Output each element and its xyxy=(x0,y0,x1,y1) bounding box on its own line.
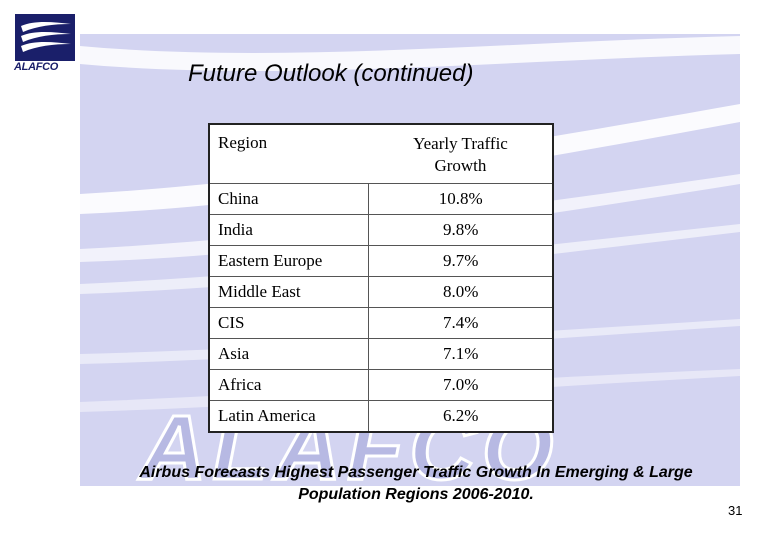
table-row: Middle East 8.0% xyxy=(209,276,553,308)
growth-cell: 9.7% xyxy=(368,245,553,277)
table-row: Latin America 6.2% xyxy=(209,400,553,432)
table-row: China 10.8% xyxy=(209,183,553,215)
region-cell: India xyxy=(209,214,369,246)
traffic-growth-table: Region Yearly Traffic Growth China 10.8%… xyxy=(208,123,554,433)
company-logo xyxy=(15,14,75,61)
header-region: Region xyxy=(218,133,268,152)
table-row: Eastern Europe 9.7% xyxy=(209,245,553,277)
table-row: India 9.8% xyxy=(209,214,553,246)
region-cell: CIS xyxy=(209,307,369,339)
growth-cell: 10.8% xyxy=(368,183,553,215)
table-header-row: Region Yearly Traffic Growth xyxy=(209,124,553,184)
page-number: 31 xyxy=(728,503,743,518)
logo-wing-icon xyxy=(21,22,71,52)
region-cell: Eastern Europe xyxy=(209,245,369,277)
growth-cell: 8.0% xyxy=(368,276,553,308)
slide-title: Future Outlook (continued) xyxy=(188,60,474,87)
region-cell: Latin America xyxy=(209,400,369,432)
logo-text: ALAFCO xyxy=(14,61,59,73)
growth-cell: 6.2% xyxy=(368,400,553,432)
growth-cell: 7.0% xyxy=(368,369,553,401)
region-cell: Middle East xyxy=(209,276,369,308)
region-cell: Asia xyxy=(209,338,369,370)
growth-cell: 7.1% xyxy=(368,338,553,370)
growth-cell: 9.8% xyxy=(368,214,553,246)
region-cell: Africa xyxy=(209,369,369,401)
table-row: CIS 7.4% xyxy=(209,307,553,339)
table-row: Asia 7.1% xyxy=(209,338,553,370)
header-growth: Yearly Traffic Growth xyxy=(369,124,553,184)
region-cell: China xyxy=(209,183,369,215)
table-row: Africa 7.0% xyxy=(209,369,553,401)
header-growth-label: Yearly Traffic Growth xyxy=(413,134,508,175)
growth-cell: 7.4% xyxy=(368,307,553,339)
slide-caption: Airbus Forecasts Highest Passenger Traff… xyxy=(139,464,693,503)
